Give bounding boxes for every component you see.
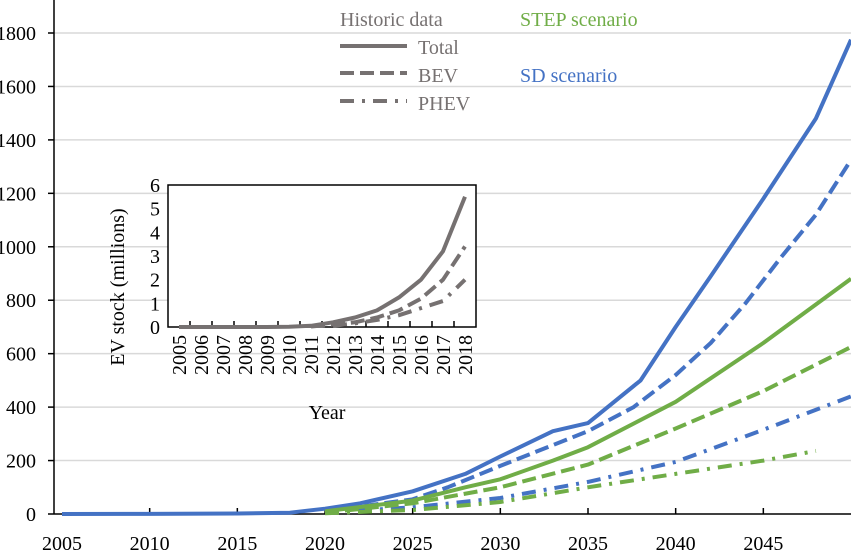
y-tick-label: 400 (6, 397, 36, 419)
x-tick-label: 2040 (656, 533, 696, 554)
y-tick-label: 200 (6, 451, 36, 473)
x-tick-label: 2005 (42, 533, 82, 554)
inset-x-tick-label: 2009 (257, 335, 279, 375)
inset-y-tick-label: 3 (150, 246, 160, 268)
inset-y-tick-label: 5 (150, 199, 160, 221)
inset-y-tick-label: 4 (150, 222, 160, 244)
inset-series-line-phev (332, 278, 467, 328)
x-tick-label: 2045 (743, 533, 783, 554)
series-line-sd-scenario-bev (324, 158, 851, 514)
y-tick-label: 600 (6, 344, 36, 366)
inset-x-tick-label: 2007 (213, 335, 235, 375)
x-tick-label: 2015 (217, 533, 257, 554)
x-tick-label: 2035 (568, 533, 608, 554)
inset-x-tick-label: 2017 (433, 335, 455, 375)
x-tick-label: 2020 (305, 533, 345, 554)
inset-y-tick-label: 6 (150, 175, 160, 197)
x-tick-label: 2030 (480, 533, 520, 554)
inset-y-tick-label: 1 (150, 293, 160, 315)
legend-historic-title: Historic data (340, 9, 443, 31)
inset-x-tick-label: 2016 (411, 335, 433, 375)
x-tick-label: 2010 (130, 533, 170, 554)
y-tick-label: 1400 (0, 130, 36, 152)
series-line-step-scenario-bev (324, 345, 851, 515)
inset-x-tick-label: 2006 (191, 335, 213, 375)
inset-x-tick-label: 2010 (279, 335, 301, 375)
inset-x-tick-label: 2012 (323, 335, 345, 375)
y-tick-label: 1600 (0, 76, 36, 98)
x-tick-label: 2025 (393, 533, 433, 554)
series-line-step-scenario-phev (324, 448, 817, 516)
inset-x-tick-label: 2005 (169, 335, 191, 375)
y-tick-label: 0 (26, 504, 36, 526)
main-series-lines (61, 38, 851, 516)
legend-bev-label: BEV (418, 65, 459, 87)
series-line-step-scenario-total (324, 277, 851, 514)
series-line-sd-scenario-total (61, 38, 851, 516)
inset-y-tick-label: 0 (150, 317, 160, 339)
inset-x-tick-label: 2011 (301, 335, 323, 374)
series-line-sd-scenario-phev (324, 394, 851, 515)
legend-sd-scenario: SD scenario (520, 65, 617, 87)
inset-x-tick-label: 2015 (389, 335, 411, 375)
inset-y-axis-title: EV stock (millions) (107, 208, 129, 365)
inset-y-tick-label: 2 (150, 270, 160, 292)
legend-phev-label: PHEV (418, 93, 471, 115)
y-tick-label: 800 (6, 290, 36, 312)
inset-x-axis-title: Year (309, 402, 346, 424)
inset-x-tick-label: 2013 (345, 335, 367, 375)
inset-x-tick-label: 2018 (455, 335, 477, 375)
y-tick-label: 1200 (0, 183, 36, 205)
y-tick-label: 1000 (0, 237, 36, 259)
legend-step-scenario: STEP scenario (520, 9, 638, 31)
y-tick-label: 1800 (0, 23, 36, 45)
legend-total-label: Total (418, 37, 459, 59)
inset-x-tick-label: 2014 (367, 335, 389, 375)
inset-x-tick-label: 2008 (235, 335, 257, 375)
legend: Historic data Total BEV PHEV STEP scenar… (340, 9, 638, 115)
